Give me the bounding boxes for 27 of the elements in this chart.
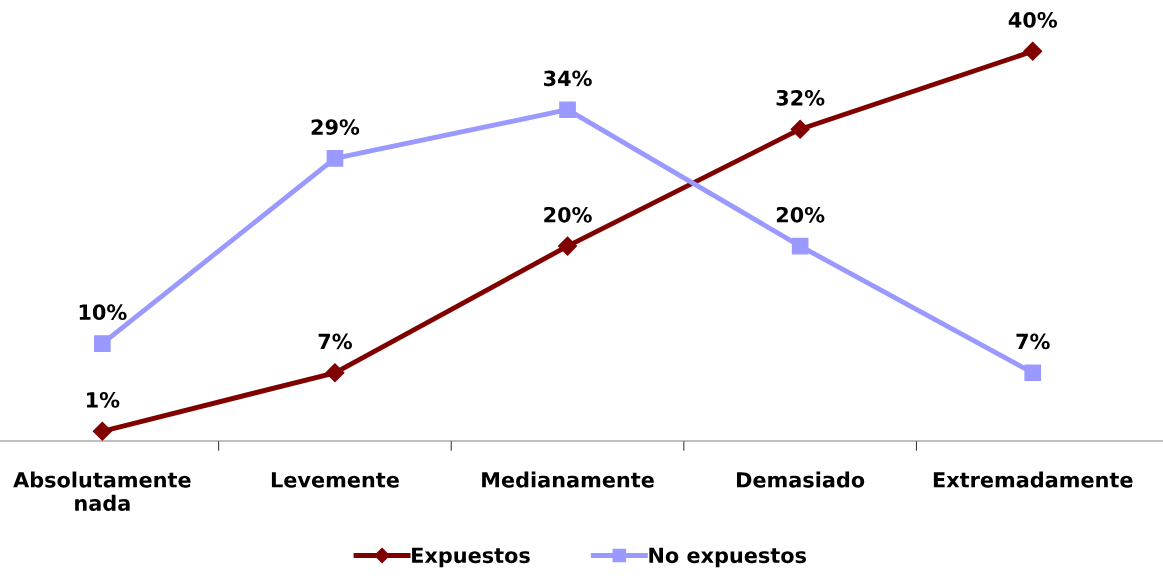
point: [325, 363, 345, 383]
data-label: 20%: [544, 206, 592, 223]
data-label: 10%: [79, 304, 127, 321]
point: [558, 236, 578, 256]
point: [559, 101, 576, 119]
point: [1023, 41, 1043, 61]
point: [326, 150, 344, 167]
x-tick-label: Absolutamente nada: [13, 471, 191, 511]
data-label: 20%: [776, 206, 825, 223]
data-label: 34%: [544, 70, 592, 87]
point: [791, 237, 809, 255]
point: [94, 335, 111, 352]
point: [1024, 364, 1042, 382]
x-tick-label: Extremadamente: [933, 471, 1133, 488]
point: [790, 119, 810, 139]
point: [92, 421, 112, 441]
legend-label: Expuestos: [412, 547, 530, 568]
x-tick-label: Demasiado: [737, 471, 865, 488]
data-label: 32%: [776, 89, 825, 106]
data-label: 40%: [1008, 12, 1058, 28]
data-label: 7%: [1016, 333, 1050, 350]
data-label: 7%: [318, 333, 352, 350]
data-label: 1%: [87, 392, 120, 408]
legend-label: No expuestos: [649, 547, 806, 568]
data-label: 29%: [311, 119, 360, 135]
x-tick-label: Medianamente: [482, 471, 654, 488]
x-tick-label: Levemente: [271, 472, 399, 488]
